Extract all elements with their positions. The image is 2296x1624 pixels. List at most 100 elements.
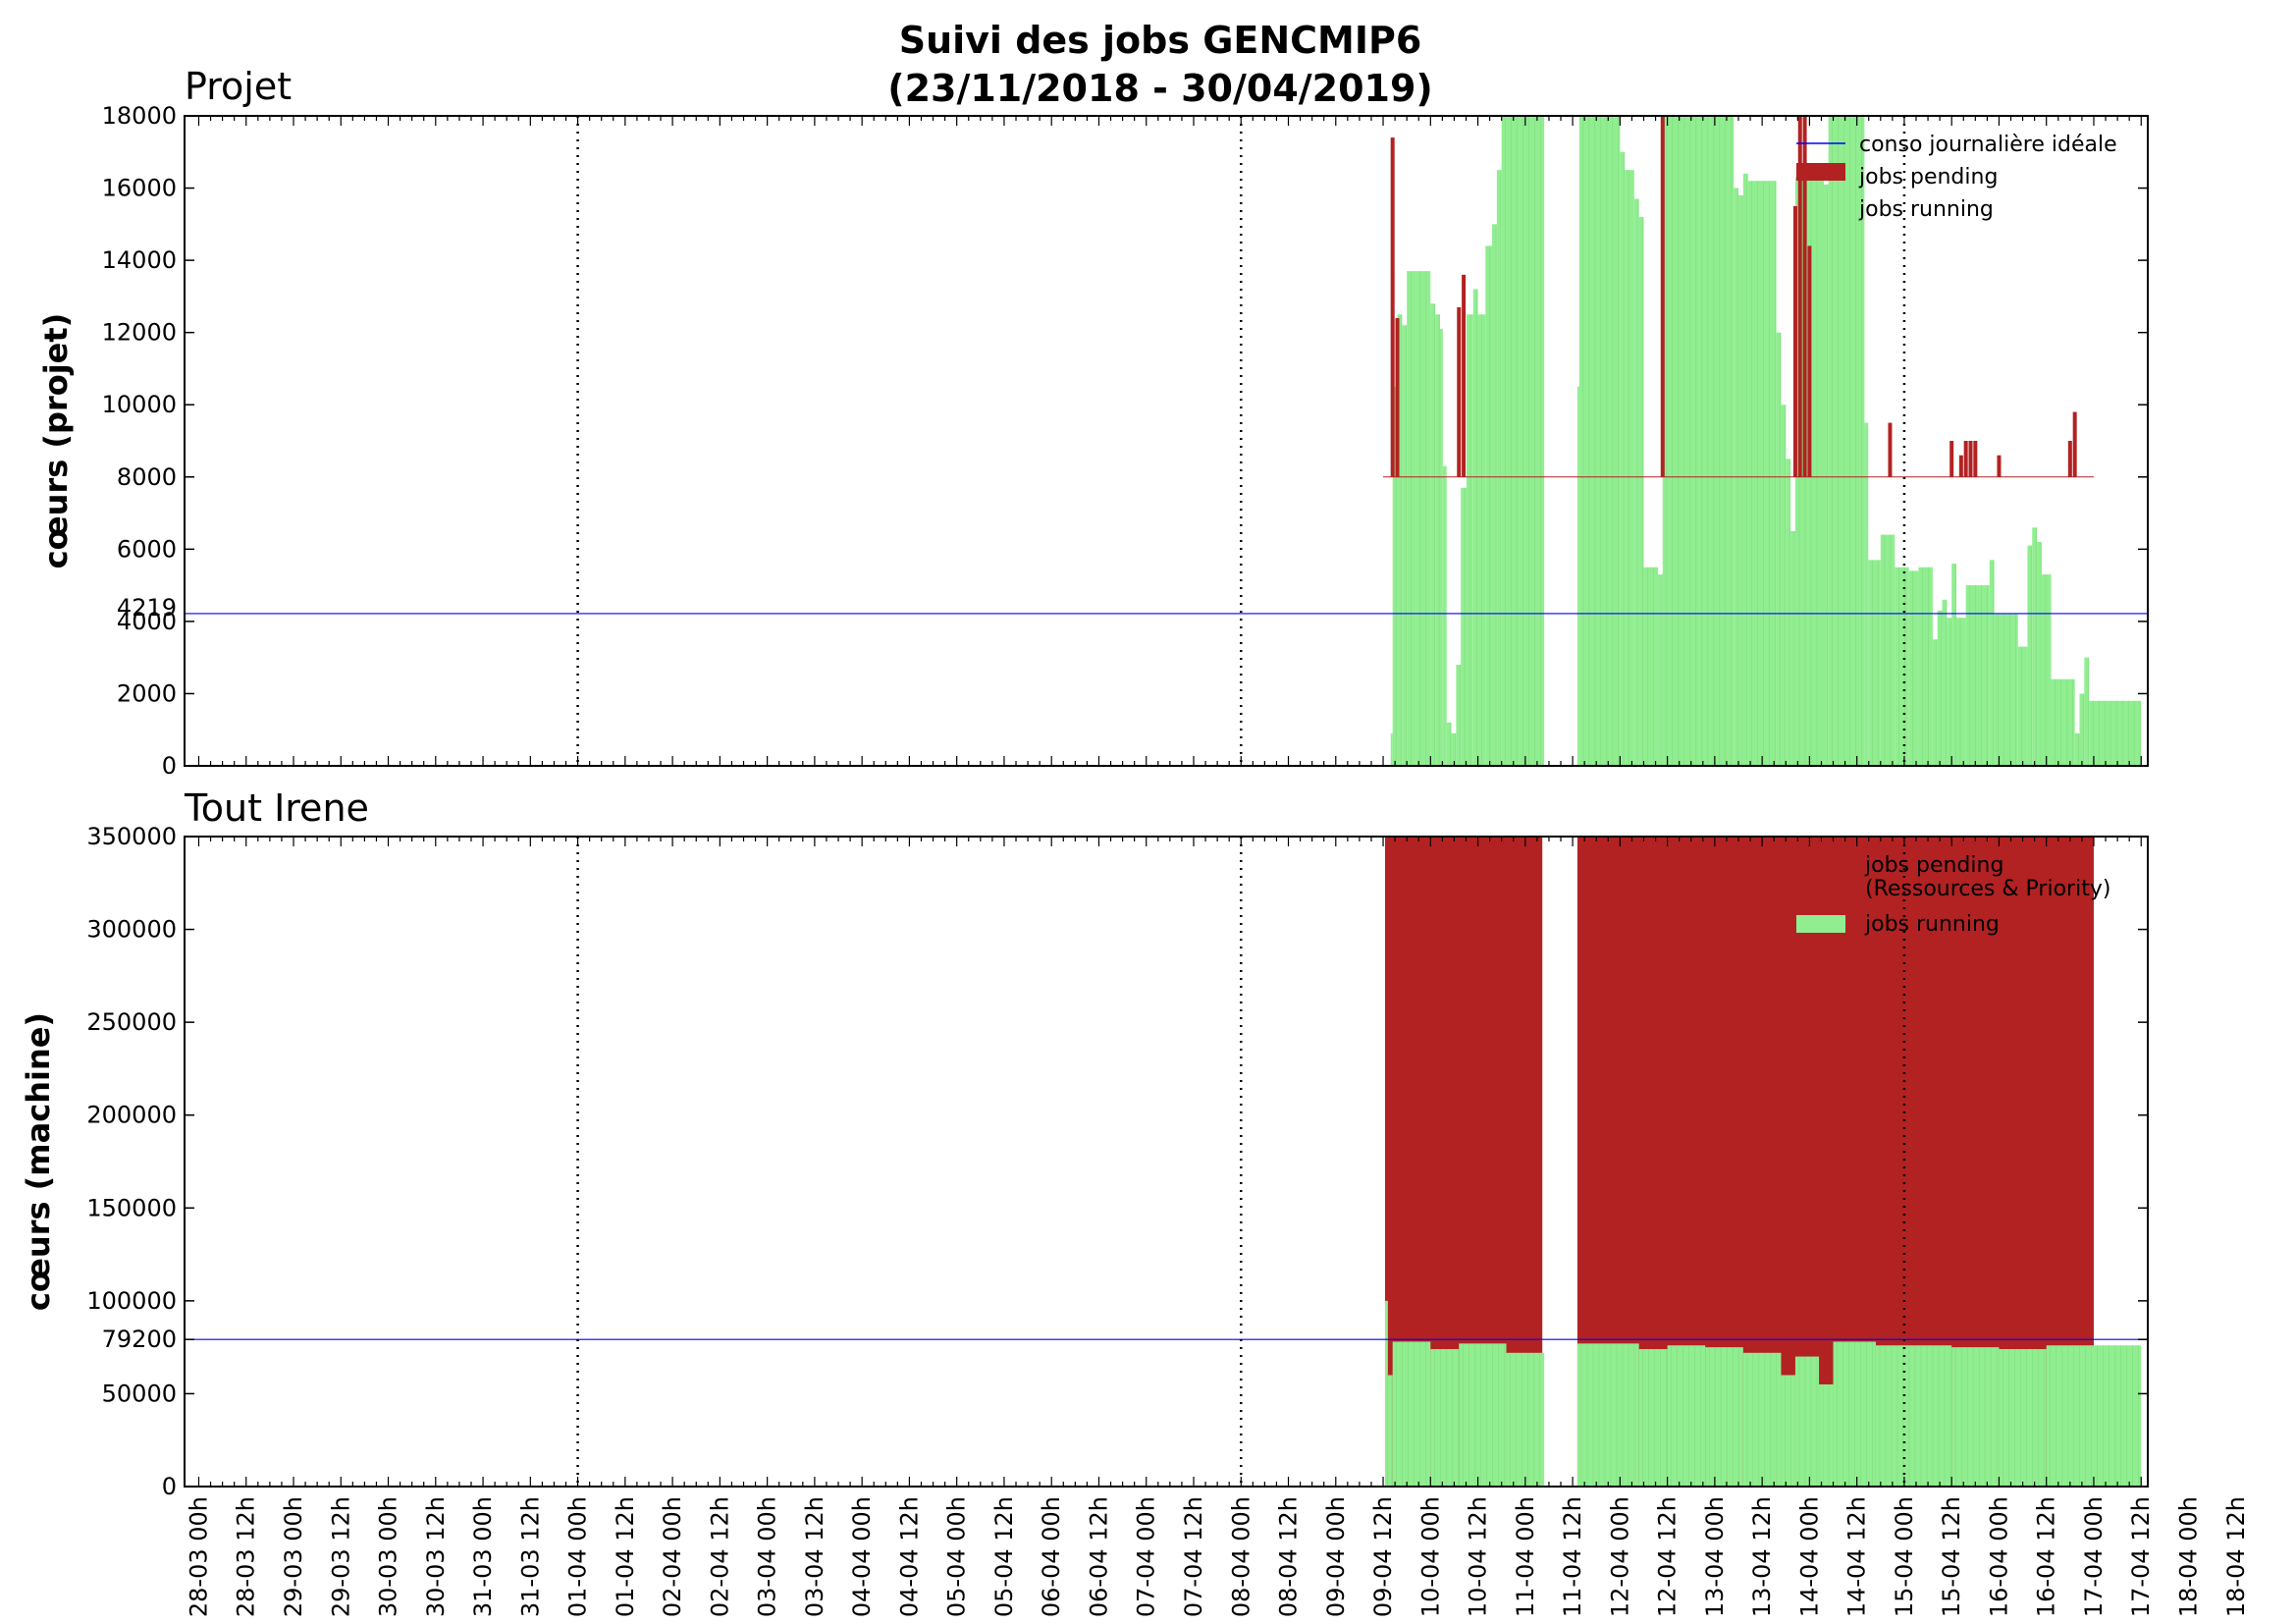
y-tick-label: 250000 <box>86 1008 177 1036</box>
pending-spike <box>1457 306 1462 477</box>
pending-spike <box>1963 441 1968 477</box>
pending-spike <box>1802 116 1807 477</box>
y-tick-label: 8000 <box>117 463 177 491</box>
x-tick-label: 11-04 12h <box>1559 1496 1586 1617</box>
running-bar <box>1439 328 1443 766</box>
running-bar <box>1633 198 1639 766</box>
running-bar <box>2041 574 2052 766</box>
x-tick-label: 14-04 12h <box>1843 1496 1871 1617</box>
chart-title-line1: Suivi des jobs GENCMIP6 <box>899 19 1422 62</box>
running-bar <box>1625 170 1634 766</box>
pending-spike <box>1660 116 1665 477</box>
x-tick-label: 15-04 12h <box>1938 1496 1965 1617</box>
running-bar <box>2079 693 2085 766</box>
x-tick-label: 16-04 12h <box>2033 1496 2060 1617</box>
top-panel-title: Projet <box>185 65 292 108</box>
running-bar <box>1485 245 1493 766</box>
y-tick-label: 0 <box>162 1473 177 1500</box>
running-bar <box>1942 599 1948 766</box>
running-bar <box>1786 459 1791 766</box>
running-bar <box>1864 422 1869 766</box>
running-bar <box>1472 289 1478 766</box>
running-bar <box>1657 574 1663 766</box>
x-tick-label: 12-04 00h <box>1606 1496 1633 1617</box>
pending-spike <box>1390 137 1395 477</box>
x-tick-label: 10-04 12h <box>1465 1496 1492 1617</box>
plot-frame <box>184 115 2149 767</box>
x-tick-label: 17-04 12h <box>2127 1496 2155 1617</box>
y-tick-label: 6000 <box>117 535 177 563</box>
x-tick-label: 17-04 00h <box>2080 1496 2108 1617</box>
legend-label: jobs pending <box>1858 165 1998 189</box>
y-tick-label: 18000 <box>102 102 177 130</box>
running-bar <box>1415 271 1431 766</box>
x-tick-label: 12-04 12h <box>1654 1496 1682 1617</box>
running-bar <box>1620 151 1626 766</box>
bottom-panel-title: Tout Irene <box>184 786 369 830</box>
running-bar <box>1868 560 1881 766</box>
x-tick-label: 04-04 00h <box>848 1496 876 1617</box>
pending-spike <box>1958 455 1963 477</box>
pending-spike <box>1888 422 1893 477</box>
legend-label: jobs running <box>1858 197 1994 222</box>
x-tick-label: 29-03 00h <box>280 1496 307 1617</box>
x-tick-label: 02-04 12h <box>706 1496 733 1617</box>
legend-pending-swatch <box>1796 163 1845 181</box>
running-bar <box>1937 610 1943 766</box>
y-tick-label: 10000 <box>102 391 177 418</box>
running-bar <box>1747 181 1777 766</box>
x-tick-label: 16-04 00h <box>1985 1496 2012 1617</box>
running-bar <box>2074 732 2080 766</box>
running-bar <box>1999 1349 2047 1487</box>
running-bar <box>1430 1349 1460 1487</box>
irene-panel: 0 50000 79200 100000 150000 200000 250000 30000… <box>20 823 2149 1500</box>
running-bar <box>1880 534 1896 766</box>
x-tick-label: 28-03 00h <box>185 1496 212 1617</box>
running-bar <box>1742 1352 1782 1487</box>
running-bar <box>1828 116 1865 766</box>
plot-area <box>185 116 2148 766</box>
x-tick-label: 30-03 00h <box>375 1496 402 1617</box>
running-bar <box>1430 303 1436 766</box>
running-bar <box>1951 564 1957 766</box>
plot-frame <box>184 836 2149 1488</box>
legend-label: conso journalière idéale <box>1859 133 2117 157</box>
x-tick-label: 04-04 12h <box>895 1496 923 1617</box>
running-bar <box>2089 700 2142 766</box>
pending-spike <box>1997 455 2002 477</box>
pending-spike <box>1973 441 1978 477</box>
running-bar <box>2027 545 2033 766</box>
pending-spike <box>1462 274 1467 477</box>
y-tick-label: 100000 <box>86 1287 177 1315</box>
y-tick-label: 50000 <box>102 1380 177 1407</box>
x-tick-label: 15-04 00h <box>1891 1496 1918 1617</box>
running-bar <box>1402 325 1408 766</box>
y-tick-label: 4000 <box>117 608 177 635</box>
running-bar <box>1456 665 1462 766</box>
x-tick-label: 05-04 00h <box>943 1496 971 1617</box>
running-bar <box>2017 646 2028 766</box>
running-bar <box>1492 224 1497 766</box>
y-tick-label: 12000 <box>102 319 177 347</box>
running-bar <box>1794 1356 1820 1487</box>
running-bar <box>1384 1300 1388 1487</box>
legend-label: jobs running <box>1864 912 2000 937</box>
running-bar <box>1951 1347 2000 1487</box>
y-tick-label: 350000 <box>86 823 177 850</box>
running-bar <box>2032 527 2038 766</box>
legend-label: (Ressources & Priority) <box>1865 877 2110 901</box>
running-bar <box>1947 618 1952 766</box>
y-tick-label: 2000 <box>117 679 177 707</box>
running-bar <box>1823 184 1829 766</box>
x-tick-label: 05-04 12h <box>990 1496 1018 1617</box>
y-tick-label: 0 <box>162 752 177 780</box>
pending-spike <box>1797 116 1802 477</box>
running-bar <box>1918 567 1933 766</box>
x-tick-label: 06-04 00h <box>1038 1496 1065 1617</box>
ideal-value-label: 4219 <box>117 594 177 622</box>
running-bar <box>1875 1345 1952 1487</box>
x-tick-label: 14-04 00h <box>1795 1496 1823 1617</box>
running-bar <box>1461 487 1467 766</box>
running-bar <box>1407 271 1416 766</box>
y-tick-label: 150000 <box>86 1194 177 1221</box>
